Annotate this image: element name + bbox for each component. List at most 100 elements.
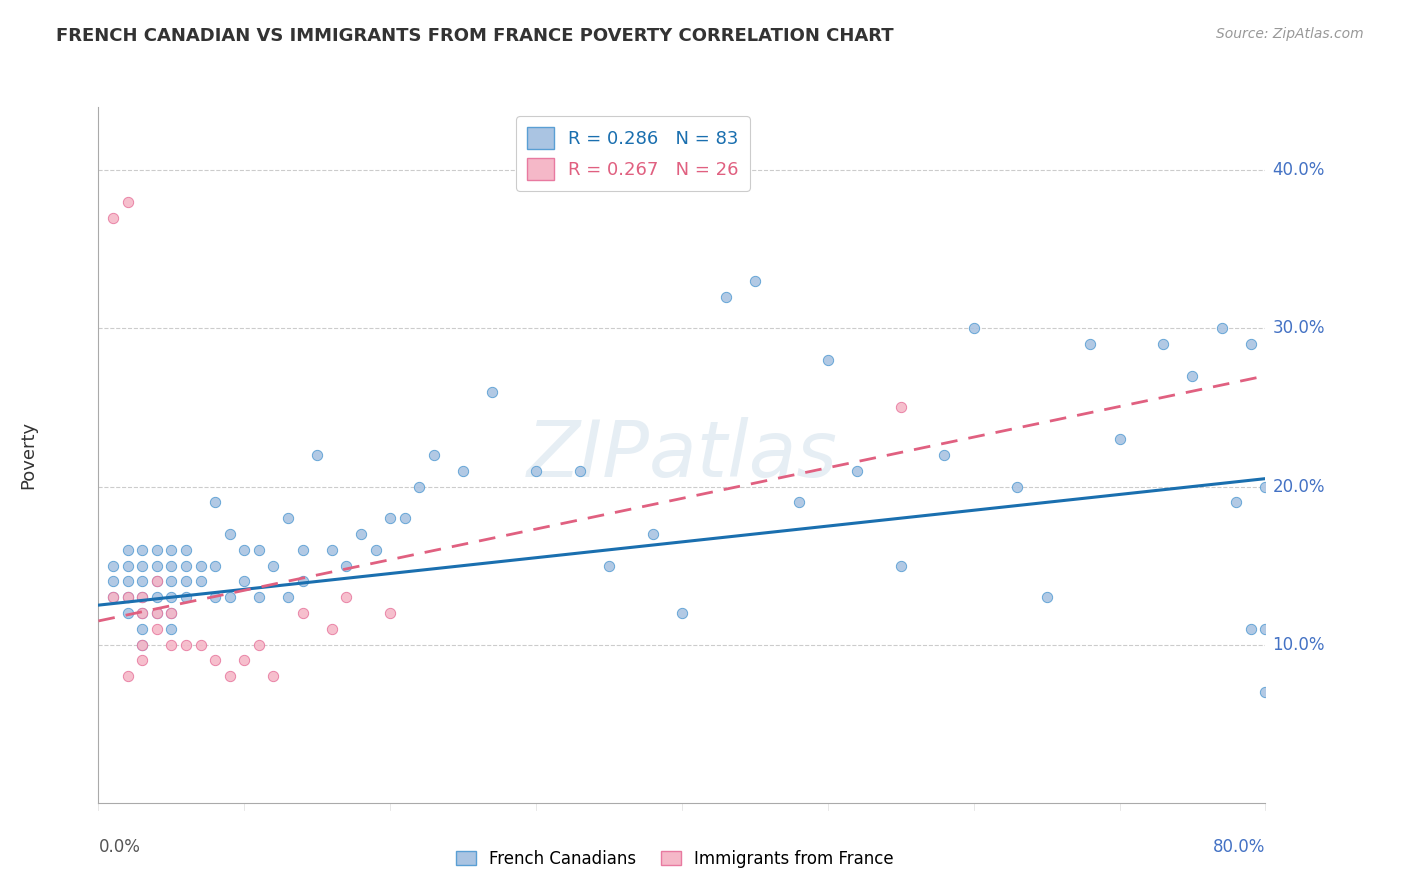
Point — [131, 542, 153, 557]
Text: FRENCH CANADIAN VS IMMIGRANTS FROM FRANCE POVERTY CORRELATION CHART: FRENCH CANADIAN VS IMMIGRANTS FROM FRANC… — [56, 27, 894, 45]
Point — [277, 511, 299, 525]
Point — [174, 558, 197, 573]
Point — [1240, 337, 1263, 351]
Point — [131, 638, 153, 652]
Text: 40.0%: 40.0% — [1272, 161, 1324, 179]
Point — [598, 558, 620, 573]
Point — [787, 495, 810, 509]
Point — [1254, 622, 1277, 636]
Point — [117, 669, 139, 683]
Point — [146, 606, 169, 620]
Point — [146, 622, 169, 636]
Point — [131, 591, 153, 605]
Point — [744, 274, 766, 288]
Point — [1080, 337, 1102, 351]
Point — [160, 638, 183, 652]
Point — [1225, 495, 1247, 509]
Point — [190, 558, 212, 573]
Point — [321, 622, 343, 636]
Point — [131, 591, 153, 605]
Point — [131, 606, 153, 620]
Point — [641, 527, 664, 541]
Point — [204, 591, 226, 605]
Text: ZIPatlas: ZIPatlas — [526, 417, 838, 493]
Point — [291, 606, 314, 620]
Text: 0.0%: 0.0% — [98, 838, 141, 856]
Legend: R = 0.286   N = 83, R = 0.267   N = 26: R = 0.286 N = 83, R = 0.267 N = 26 — [516, 116, 749, 191]
Point — [101, 591, 124, 605]
Point — [262, 669, 284, 683]
Point — [160, 622, 183, 636]
Point — [146, 558, 169, 573]
Point — [146, 606, 169, 620]
Point — [117, 574, 139, 589]
Point — [524, 464, 547, 478]
Point — [321, 542, 343, 557]
Point — [174, 574, 197, 589]
Point — [1035, 591, 1057, 605]
Point — [117, 591, 139, 605]
Point — [335, 558, 357, 573]
Point — [394, 511, 416, 525]
Point — [1254, 685, 1277, 699]
Point — [233, 542, 256, 557]
Point — [204, 653, 226, 667]
Point — [1108, 432, 1130, 446]
Point — [568, 464, 591, 478]
Point — [364, 542, 387, 557]
Point — [262, 558, 284, 573]
Text: 80.0%: 80.0% — [1213, 838, 1265, 856]
Point — [671, 606, 693, 620]
Point — [378, 511, 402, 525]
Text: 20.0%: 20.0% — [1272, 477, 1324, 496]
Point — [307, 448, 329, 462]
Point — [174, 542, 197, 557]
Point — [1240, 622, 1263, 636]
Point — [131, 653, 153, 667]
Text: 10.0%: 10.0% — [1272, 636, 1324, 654]
Point — [335, 591, 357, 605]
Point — [1254, 479, 1277, 493]
Point — [160, 606, 183, 620]
Point — [247, 638, 270, 652]
Point — [204, 495, 226, 509]
Point — [890, 401, 912, 415]
Point — [146, 542, 169, 557]
Point — [934, 448, 956, 462]
Point — [160, 558, 183, 573]
Point — [714, 290, 737, 304]
Point — [131, 574, 153, 589]
Point — [204, 558, 226, 573]
Point — [146, 574, 169, 589]
Legend: French Canadians, Immigrants from France: French Canadians, Immigrants from France — [449, 844, 901, 875]
Point — [291, 542, 314, 557]
Point — [233, 653, 256, 667]
Point — [160, 591, 183, 605]
Point — [451, 464, 474, 478]
Point — [845, 464, 868, 478]
Point — [817, 353, 839, 368]
Point — [890, 558, 912, 573]
Point — [160, 574, 183, 589]
Text: Source: ZipAtlas.com: Source: ZipAtlas.com — [1216, 27, 1364, 41]
Point — [131, 558, 153, 573]
Point — [146, 591, 169, 605]
Point — [101, 558, 124, 573]
Point — [1211, 321, 1233, 335]
Point — [277, 591, 299, 605]
Point — [131, 622, 153, 636]
Point — [1181, 368, 1204, 383]
Point — [423, 448, 446, 462]
Point — [1007, 479, 1029, 493]
Point — [101, 591, 124, 605]
Point — [218, 591, 240, 605]
Point — [117, 606, 139, 620]
Point — [160, 606, 183, 620]
Point — [117, 542, 139, 557]
Text: Poverty: Poverty — [20, 421, 37, 489]
Point — [101, 574, 124, 589]
Point — [146, 574, 169, 589]
Point — [190, 638, 212, 652]
Point — [247, 542, 270, 557]
Point — [101, 211, 124, 225]
